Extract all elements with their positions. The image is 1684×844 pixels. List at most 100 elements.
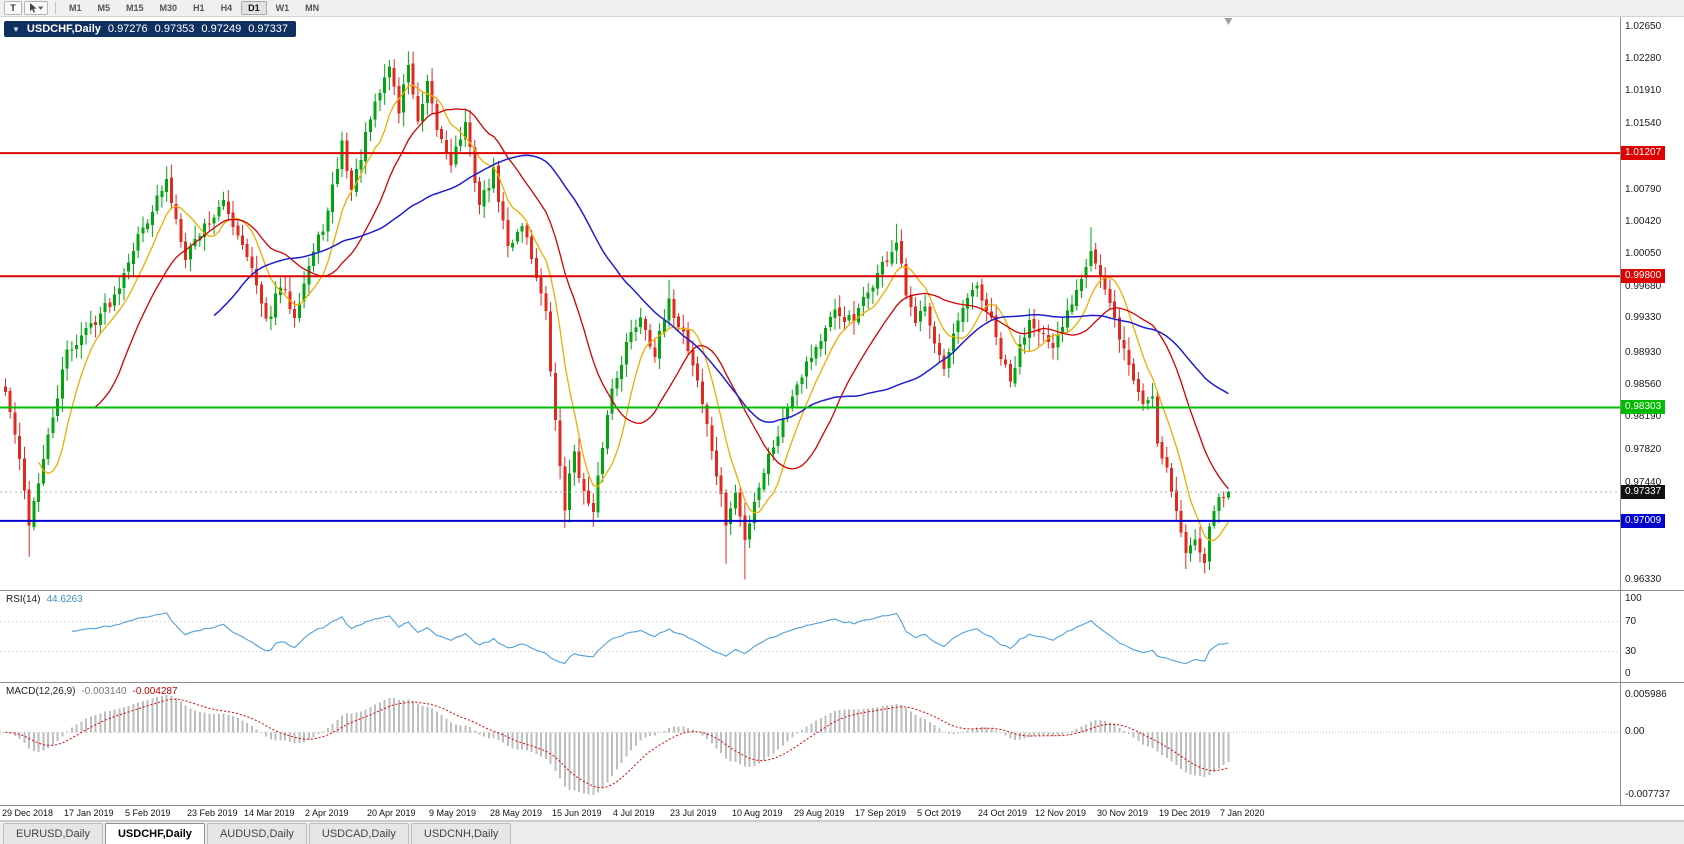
price-axis[interactable]: 1.02650 1.02280 1.01910 1.01540 1.00790 1.004… (1620, 17, 1684, 590)
toolbar-separator (55, 2, 56, 14)
date-tick: 19 Dec 2019 (1159, 808, 1211, 818)
ma-fast-line (38, 84, 1229, 542)
rsi-label: RSI(14) 44.6263 (6, 594, 83, 605)
chart-area: 1.02650 1.02280 1.01910 1.01540 1.00790 1.004… (0, 17, 1684, 806)
price-tick: 1.00420 (1625, 216, 1662, 227)
date-tick: 7 Jan 2020 (1220, 808, 1265, 818)
price-tick: 1.01540 (1625, 118, 1662, 129)
rsi-tick: 0 (1625, 668, 1631, 679)
rsi-canvas (0, 612, 1620, 665)
price-tick: 1.01910 (1625, 85, 1662, 96)
macd-pane[interactable]: 0.005986 0.00 -0.007737 MACD(12,26,9) -0.0… (0, 683, 1684, 806)
date-tick: 5 Feb 2019 (125, 808, 171, 818)
quote-close: 0.97337 (248, 23, 288, 35)
macd-tick: -0.007737 (1625, 789, 1671, 800)
date-tick: 4 Jul 2019 (613, 808, 655, 818)
price-tick: 0.98190 (1625, 411, 1662, 422)
date-tick: 29 Aug 2019 (794, 808, 845, 818)
chart-tab-audusd-daily[interactable]: AUDUSD,Daily (206, 823, 307, 844)
cursor-icon (30, 2, 44, 13)
rsi-tick: 30 (1625, 646, 1637, 657)
rsi-name: RSI(14) (6, 594, 41, 605)
date-tick: 29 Dec 2018 (2, 808, 54, 818)
price-tick: 0.99330 (1625, 312, 1662, 323)
rsi-tick: 70 (1625, 616, 1637, 627)
date-tick: 23 Jul 2019 (670, 808, 717, 818)
quote-open: 0.97276 (107, 23, 148, 35)
rsi-value: 44.6263 (46, 594, 83, 605)
chart-tab-usdcad-daily[interactable]: USDCAD,Daily (308, 823, 409, 844)
timeframe-button-mn[interactable]: MN (305, 3, 320, 13)
timeframe-button-h1[interactable]: H1 (193, 3, 205, 13)
chart-tabs-bar: EURUSD,Daily USDCHF,Daily AUDUSD,Daily USDC… (0, 821, 1684, 844)
price-badge-0.99800: 0.99800 (1621, 269, 1666, 283)
macd-histogram (9, 695, 1230, 795)
timeframe-button-w1[interactable]: W1 (275, 3, 290, 13)
up-candle-bodies (32, 65, 1230, 562)
date-tick: 23 Feb 2019 (187, 808, 238, 818)
chart-shift-marker[interactable] (1224, 18, 1233, 25)
rsi-pane[interactable]: 100 70 30 0 RSI(14) 44.6263 (0, 591, 1684, 683)
timeframe-button-m15[interactable]: M15 (126, 3, 144, 13)
timeframe-buttons: M1 M5 M15 M30 H1 H4 D1 W1 MN (61, 1, 327, 15)
rsi-axis[interactable]: 100 70 30 0 (1620, 591, 1684, 682)
price-chart-canvas[interactable] (0, 17, 1620, 590)
quote-high: 0.97353 (154, 23, 195, 35)
price-tick: 1.00050 (1625, 248, 1662, 259)
price-tick: 1.00790 (1625, 184, 1662, 195)
chart-tab-usdcnh-daily[interactable]: USDCNH,Daily (410, 823, 512, 844)
down-candle-bodies (4, 63, 1226, 563)
date-tick: 5 Oct 2019 (917, 808, 962, 818)
price-tick: 0.97820 (1625, 444, 1662, 455)
price-tick: 1.02280 (1625, 53, 1662, 64)
date-tick: 10 Aug 2019 (732, 808, 783, 818)
price-tick: 0.97440 (1625, 477, 1662, 488)
price-badge-0.97009: 0.97009 (1621, 514, 1666, 528)
macd-tick: 0.005986 (1625, 689, 1667, 700)
timeframe-button-m5[interactable]: M5 (97, 3, 111, 13)
rsi-tick: 100 (1625, 593, 1642, 604)
chart-tab-eurusd-daily[interactable]: EURUSD,Daily (3, 823, 103, 844)
date-tick: 17 Sep 2019 (855, 808, 907, 818)
symbol-name: USDCHF,Daily (26, 23, 101, 35)
dropdown-caret-icon (38, 6, 44, 10)
date-tick: 2 Apr 2019 (305, 808, 349, 818)
macd-name: MACD(12,26,9) (6, 686, 76, 697)
timeframe-button-m1[interactable]: M1 (69, 3, 82, 13)
price-tick: 0.98560 (1625, 379, 1662, 390)
macd-canvas (0, 695, 1620, 795)
macd-main-value: -0.003140 (81, 686, 127, 697)
price-pane[interactable]: 1.02650 1.02280 1.01910 1.01540 1.00790 1.004… (0, 17, 1684, 591)
date-tick: 9 May 2019 (429, 808, 477, 818)
date-tick: 15 Jun 2019 (552, 808, 602, 818)
date-tick: 12 Nov 2019 (1035, 808, 1087, 818)
price-badge-0.98303: 0.98303 (1621, 400, 1666, 414)
price-badge-0.97337: 0.97337 (1621, 485, 1666, 499)
price-tick: 0.96330 (1625, 574, 1662, 585)
price-badge-1.01207: 1.01207 (1621, 146, 1666, 160)
timeframe-button-h4[interactable]: H4 (220, 3, 233, 13)
date-axis[interactable]: 29 Dec 2018 17 Jan 2019 5 Feb 2019 23 Feb 2… (0, 806, 1684, 821)
text-tool-button[interactable]: T (4, 1, 22, 15)
date-tick: 30 Nov 2019 (1097, 808, 1149, 818)
toolbar: T M1 M5 M15 M30 H1 H4 D1 W1 MN (0, 0, 1684, 17)
price-tick: 1.02650 (1625, 21, 1662, 32)
date-tick: 20 Apr 2019 (367, 808, 416, 818)
one-click-trading-toggle[interactable]: ▼ (12, 24, 20, 34)
timeframe-button-d1[interactable]: D1 (241, 1, 267, 15)
chart-tab-usdchf-daily[interactable]: USDCHF,Daily (104, 823, 205, 844)
macd-signal-value: -0.004287 (132, 686, 178, 697)
cursor-tool-button[interactable] (24, 1, 48, 15)
ma-slow-line (213, 154, 1229, 424)
price-tick: 0.99680 (1625, 281, 1662, 292)
chart-symbol-label: ▼ USDCHF,Daily 0.97276 0.97353 0.97249 0… (4, 21, 296, 37)
date-tick: 14 Mar 2019 (244, 808, 295, 818)
timeframe-button-m30[interactable]: M30 (159, 3, 178, 13)
price-tick: 0.98930 (1625, 347, 1662, 358)
date-tick: 24 Oct 2019 (978, 808, 1028, 818)
date-tick: 17 Jan 2019 (64, 808, 114, 818)
macd-axis[interactable]: 0.005986 0.00 -0.007737 (1620, 683, 1684, 805)
rsi-line (71, 612, 1229, 665)
macd-signal-line (5, 698, 1229, 789)
